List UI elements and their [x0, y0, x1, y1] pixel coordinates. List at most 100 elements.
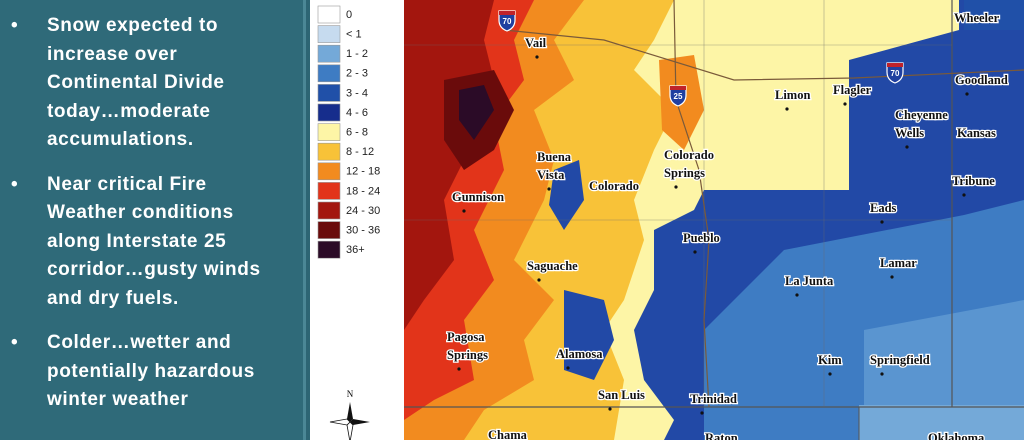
legend-label: 0 [346, 9, 352, 21]
city-label: Buena [537, 150, 572, 164]
highway-number: 70 [891, 69, 900, 78]
legend-label: 30 - 36 [346, 225, 380, 237]
city-label: Springs [664, 166, 705, 180]
city-dot [795, 293, 799, 297]
city-dot [535, 55, 539, 59]
legend-swatch [317, 84, 341, 102]
legend-label: 2 - 3 [346, 68, 368, 80]
bullet-list: • Snow expected to increase over Continen… [0, 0, 303, 415]
map: 70 25 70 Wheeler Vail Goodland Limon Flagler Che… [404, 0, 1024, 440]
bullet-dot: • [11, 173, 19, 195]
city-dot [566, 366, 570, 370]
city-label: Pueblo [683, 231, 720, 245]
highway-shield-top [887, 63, 903, 67]
highway-shield [498, 10, 516, 32]
bullet: • Near critical Fire Weather conditions a… [0, 171, 303, 314]
city-dot [890, 275, 894, 279]
legend-label: 3 - 4 [346, 87, 368, 99]
city-label: Cheyenne [895, 108, 948, 122]
city-label: Colorado [664, 148, 714, 162]
legend-swatch [317, 44, 341, 63]
legend-swatch [317, 123, 341, 141]
city-dot [843, 102, 847, 106]
city-label: Tribune [952, 174, 995, 188]
city-label: Limon [775, 88, 810, 102]
city-label: La Junta [785, 274, 834, 288]
compass-label: N [347, 389, 354, 399]
legend-swatch [317, 5, 341, 24]
city-dot [693, 250, 697, 254]
city-label: Oklahoma [928, 431, 985, 440]
legend-swatch [317, 64, 341, 83]
bullet-text: Colder…wetter and potentially hazardous … [47, 332, 255, 410]
legend-label: 12 - 18 [346, 166, 380, 178]
bullet-text: Snow expected to increase over Continent… [47, 15, 225, 150]
city-dot [905, 145, 909, 149]
city-label: Eads [870, 201, 897, 215]
city-label: Chama [488, 428, 528, 440]
legend-label: 18 - 24 [346, 185, 380, 197]
legend-label: 36+ [346, 244, 365, 256]
legend-swatch [317, 221, 341, 239]
legend-label: 1 - 2 [346, 48, 368, 60]
state-label: Colorado [589, 179, 639, 193]
highway-shield [669, 85, 687, 107]
city-label: Lamar [880, 256, 917, 270]
city-dot [880, 372, 884, 376]
city-label: Vista [537, 168, 565, 182]
highway-shield [886, 62, 904, 84]
city-label: Wells [895, 126, 924, 140]
legend-swatch [317, 162, 341, 181]
city-label: Kim [818, 353, 842, 367]
legend-label: 24 - 30 [346, 205, 380, 217]
city-dot [965, 92, 969, 96]
city-label: Alamosa [556, 347, 603, 361]
legend: N 0 < 1 1 - 2 2 - 3 3 - 4 4 - 6 6 - 8 8 - 12 12 … [310, 0, 404, 440]
city-label: Trinidad [690, 392, 737, 406]
city-dot [700, 411, 704, 415]
legend-label: 6 - 8 [346, 127, 368, 139]
legend-label: 8 - 12 [346, 146, 374, 158]
legend-swatch [317, 103, 341, 122]
legend-swatch [317, 182, 341, 200]
highway-number: 25 [674, 92, 683, 101]
bullet-panel: • Snow expected to increase over Continen… [0, 0, 306, 440]
city-label: Goodland [955, 73, 1008, 87]
city-label: Raton [705, 431, 738, 440]
legend-swatch [317, 240, 341, 259]
highway-number: 70 [503, 17, 512, 26]
city-dot [962, 193, 966, 197]
compass: N [329, 389, 370, 440]
legend-swatch [317, 25, 341, 43]
legend-label: 4 - 6 [346, 107, 368, 119]
bullet: • Colder…wetter and potentially hazardous… [0, 329, 303, 415]
city-dot [537, 278, 541, 282]
city-label: Vail [525, 36, 547, 50]
city-dot [785, 107, 789, 111]
city-dot [880, 220, 884, 224]
city-label: Pagosa [447, 330, 485, 344]
city-label: Wheeler [954, 11, 1000, 25]
city-dot [462, 209, 466, 213]
city-dot [457, 367, 461, 371]
bullet-text: Near critical Fire Weather conditions al… [47, 173, 261, 309]
highway-shield-top [499, 11, 515, 15]
city-label: San Luis [598, 388, 645, 402]
city-dot [547, 187, 551, 191]
bullet-dot: • [11, 332, 19, 353]
city-dot [674, 185, 678, 189]
city-dot [828, 372, 832, 376]
bullet: • Snow expected to increase over Continen… [0, 12, 303, 155]
legend-label: < 1 [346, 29, 362, 41]
city-label: Gunnison [452, 190, 504, 204]
legend-swatch [317, 142, 341, 161]
city-dot [608, 407, 612, 411]
city-label: Springs [447, 348, 488, 362]
city-label: Springfield [870, 353, 930, 367]
state-label: Kansas [957, 126, 996, 140]
city-label: Flagler [833, 83, 872, 97]
city-label: Saguache [527, 259, 578, 273]
legend-swatch [317, 201, 341, 220]
highway-shield-top [670, 86, 686, 90]
